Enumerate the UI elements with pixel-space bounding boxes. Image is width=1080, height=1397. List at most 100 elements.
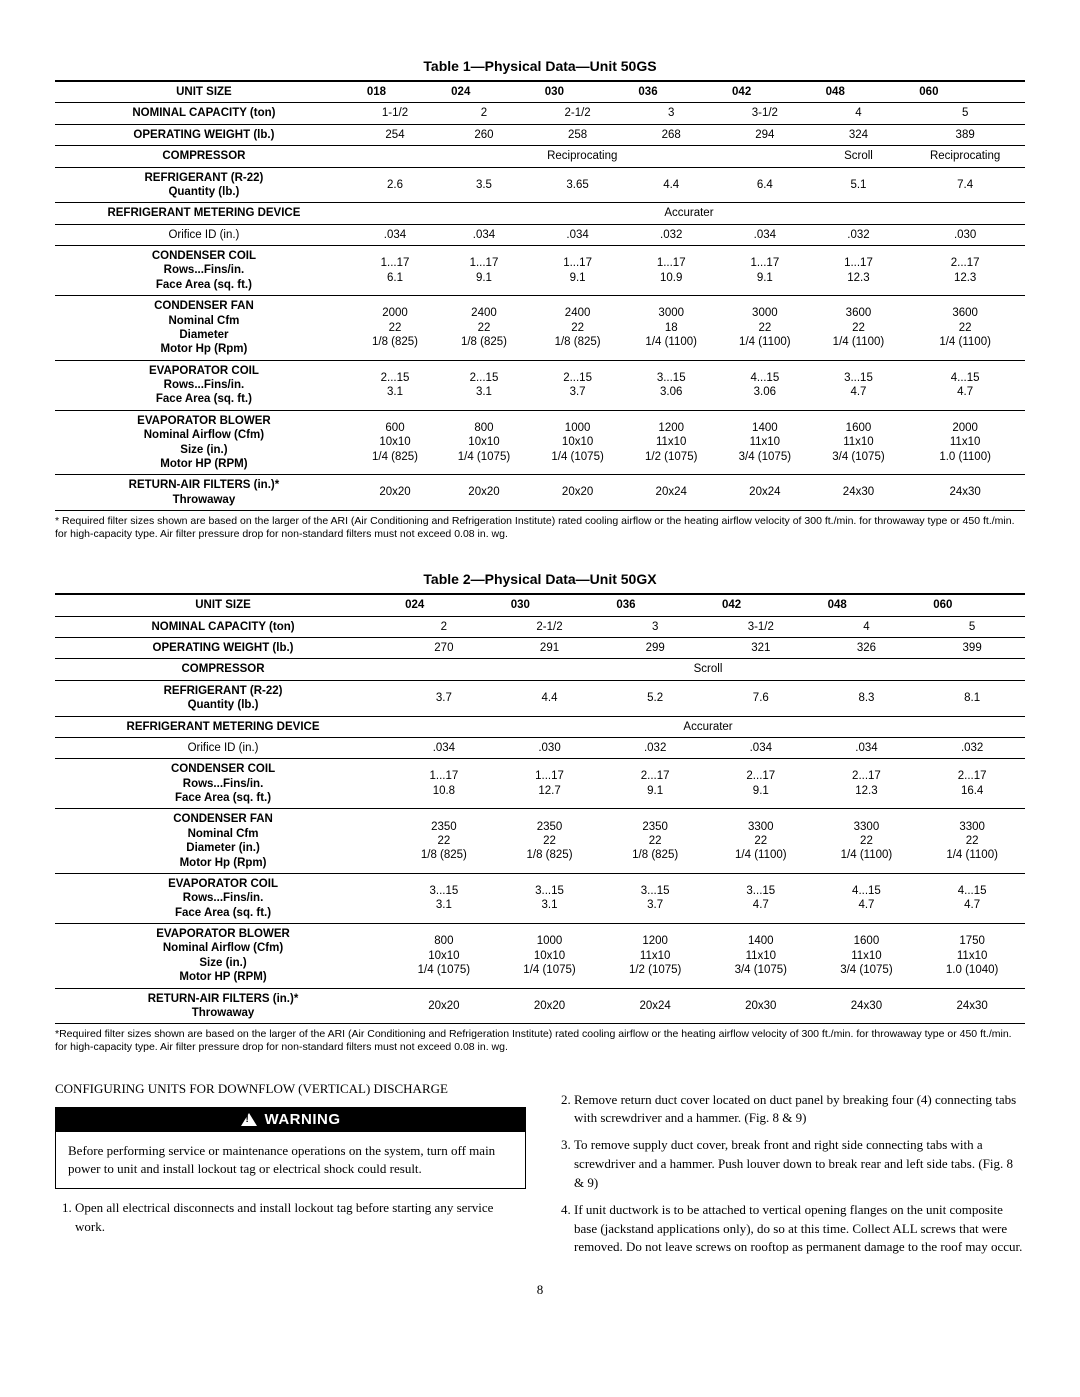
row-label: CONDENSER FAN Nominal Cfm Diameter (in.)… — [55, 809, 391, 874]
col-header: 024 — [437, 81, 531, 103]
col-header: 036 — [624, 81, 718, 103]
row-label: COMPRESSOR — [55, 659, 391, 680]
row-label: CONDENSER COIL Rows...Fins/in. Face Area… — [55, 246, 353, 296]
table2: UNIT SIZE024030036042048060NOMINAL CAPAC… — [55, 593, 1025, 1024]
data-cell: .030 — [497, 737, 603, 758]
data-cell: 291 — [497, 638, 603, 659]
row-label: RETURN-AIR FILTERS (in.)* Throwaway — [55, 988, 391, 1024]
data-cell: 3000 22 1/4 (1100) — [718, 296, 812, 361]
data-cell: 3...15 3.1 — [497, 873, 603, 923]
data-cell: 1200 11x10 1/2 (1075) — [602, 924, 708, 989]
data-cell: 3 — [624, 103, 718, 124]
col-header: 042 — [718, 81, 812, 103]
data-cell: 270 — [391, 638, 497, 659]
data-cell: 1...17 9.1 — [531, 246, 625, 296]
span-cell: Accurater — [391, 716, 1025, 737]
data-cell: 1400 11x10 3/4 (1075) — [718, 410, 812, 475]
col-header: 048 — [814, 594, 920, 616]
row-label: CONDENSER COIL Rows...Fins/in. Face Area… — [55, 759, 391, 809]
data-cell: 3300 22 1/4 (1100) — [814, 809, 920, 874]
data-cell: 2...17 9.1 — [708, 759, 814, 809]
data-cell: 389 — [905, 124, 1025, 145]
data-cell: 4...15 4.7 — [905, 360, 1025, 410]
col-header: 060 — [919, 594, 1025, 616]
data-cell: 3-1/2 — [718, 103, 812, 124]
data-cell: .034 — [718, 224, 812, 245]
data-cell: 2 — [437, 103, 531, 124]
data-cell: 5.1 — [812, 167, 906, 203]
data-cell: 3300 22 1/4 (1100) — [919, 809, 1025, 874]
data-cell: 20x24 — [718, 475, 812, 511]
data-cell: 2350 22 1/8 (825) — [602, 809, 708, 874]
data-cell: 3 — [602, 616, 708, 637]
data-cell: 299 — [602, 638, 708, 659]
data-cell: 3.65 — [531, 167, 625, 203]
data-cell: 600 10x10 1/4 (825) — [353, 410, 437, 475]
row-label: EVAPORATOR BLOWER Nominal Airflow (Cfm) … — [55, 410, 353, 475]
table1-footnote: * Required filter sizes shown are based … — [55, 515, 1025, 541]
col-header: 036 — [602, 594, 708, 616]
data-cell: 1000 10x10 1/4 (1075) — [531, 410, 625, 475]
data-cell: 2...15 3.7 — [531, 360, 625, 410]
col-header: 018 — [353, 81, 437, 103]
data-cell: 2350 22 1/8 (825) — [391, 809, 497, 874]
data-cell: 2...17 12.3 — [905, 246, 1025, 296]
data-cell: 3...15 3.1 — [391, 873, 497, 923]
table2-footnote: *Required filter sizes shown are based o… — [55, 1028, 1025, 1054]
data-cell: 20x24 — [624, 475, 718, 511]
data-cell: 3300 22 1/4 (1100) — [708, 809, 814, 874]
data-cell: 20x20 — [391, 988, 497, 1024]
row-label: COMPRESSOR — [55, 146, 353, 167]
data-cell: 5 — [905, 103, 1025, 124]
row-header-unit-size: UNIT SIZE — [55, 594, 391, 616]
data-cell: 2400 22 1/8 (825) — [437, 296, 531, 361]
warning-bar-label: WARNING — [265, 1111, 341, 1128]
data-cell: 2...17 12.3 — [814, 759, 920, 809]
data-cell: 800 10x10 1/4 (1075) — [437, 410, 531, 475]
data-cell: 1...17 10.9 — [624, 246, 718, 296]
data-cell: .030 — [905, 224, 1025, 245]
warning-triangle-icon — [241, 1113, 257, 1126]
data-cell: 1000 10x10 1/4 (1075) — [497, 924, 603, 989]
span-cell: Scroll — [812, 146, 906, 167]
data-cell: 4 — [812, 103, 906, 124]
row-label: OPERATING WEIGHT (lb.) — [55, 124, 353, 145]
data-cell: 326 — [814, 638, 920, 659]
data-cell: 2400 22 1/8 (825) — [531, 296, 625, 361]
data-cell: 321 — [708, 638, 814, 659]
data-cell: 4.4 — [497, 680, 603, 716]
data-cell: 2000 22 1/8 (825) — [353, 296, 437, 361]
data-cell: 8.3 — [814, 680, 920, 716]
col-header: 030 — [497, 594, 603, 616]
data-cell: 1600 11x10 3/4 (1075) — [812, 410, 906, 475]
step-1: Open all electrical disconnects and inst… — [75, 1199, 526, 1237]
data-cell: 1...17 12.7 — [497, 759, 603, 809]
col-header: 024 — [391, 594, 497, 616]
span-cell: Accurater — [353, 203, 1025, 224]
data-cell: 3600 22 1/4 (1100) — [905, 296, 1025, 361]
data-cell: 3...15 4.7 — [812, 360, 906, 410]
data-cell: 2-1/2 — [497, 616, 603, 637]
data-cell: 3...15 4.7 — [708, 873, 814, 923]
data-cell: 1...17 9.1 — [718, 246, 812, 296]
data-cell: 2...15 3.1 — [353, 360, 437, 410]
data-cell: .034 — [391, 737, 497, 758]
data-cell: 399 — [919, 638, 1025, 659]
row-label: CONDENSER FAN Nominal Cfm Diameter Motor… — [55, 296, 353, 361]
row-label: NOMINAL CAPACITY (ton) — [55, 616, 391, 637]
data-cell: 1...17 9.1 — [437, 246, 531, 296]
row-header-unit-size: UNIT SIZE — [55, 81, 353, 103]
row-label: Orifice ID (in.) — [55, 224, 353, 245]
row-label: EVAPORATOR COIL Rows...Fins/in. Face Are… — [55, 873, 391, 923]
data-cell: 2...17 16.4 — [919, 759, 1025, 809]
data-cell: 20x20 — [531, 475, 625, 511]
data-cell: .032 — [624, 224, 718, 245]
data-cell: 2...15 3.1 — [437, 360, 531, 410]
data-cell: 2 — [391, 616, 497, 637]
row-label: REFRIGERANT METERING DEVICE — [55, 716, 391, 737]
data-cell: 2-1/2 — [531, 103, 625, 124]
warning-box: WARNING Before performing service or mai… — [55, 1107, 526, 1189]
page-number: 8 — [55, 1282, 1025, 1298]
data-cell: 24x30 — [905, 475, 1025, 511]
data-cell: 20x24 — [602, 988, 708, 1024]
